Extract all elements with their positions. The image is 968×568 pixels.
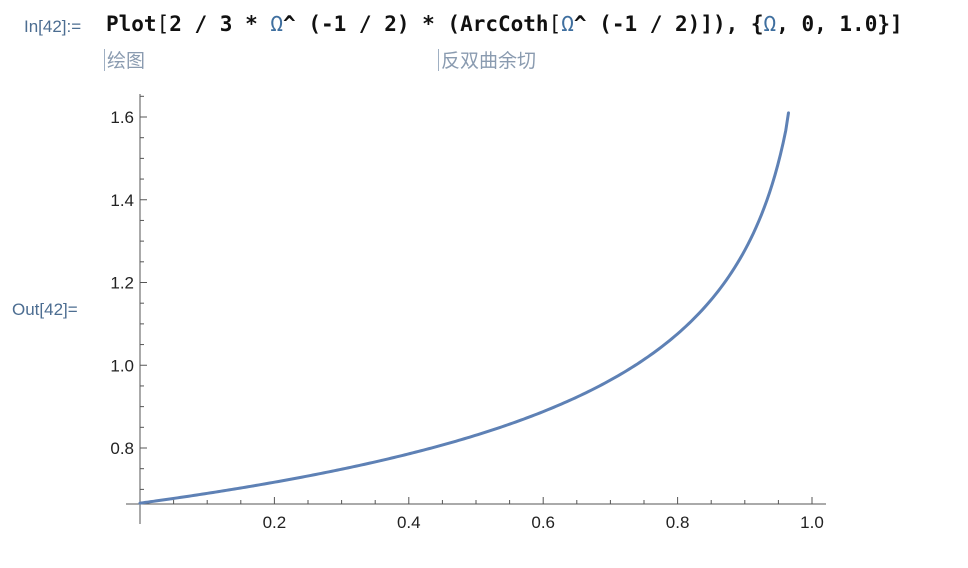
plot-function-name: Plot [106, 12, 157, 36]
y-tick-label: 1.4 [110, 191, 134, 210]
y-tick-label: 1.2 [110, 274, 134, 293]
y-tick-label: 1.6 [110, 108, 134, 127]
x-tick-label: 0.8 [666, 513, 690, 532]
y-tick-label: 1.0 [110, 356, 134, 375]
bracket-open: [ [156, 12, 170, 36]
omega-symbol-2: Ω [561, 12, 574, 36]
coefficient-text: 2 / 3 * [169, 12, 271, 36]
omega-symbol-1: Ω [270, 12, 284, 36]
power-text-2: ^ (-1 / 2)]), { [573, 12, 764, 36]
x-tick-label: 1.0 [800, 513, 824, 532]
input-cell-label: In[42]:= [24, 17, 82, 36]
output-cell-label: Out[42]= [12, 300, 78, 319]
plot-hint-tooltip: 绘图 [104, 46, 145, 73]
x-tick-label: 0.2 [263, 513, 287, 532]
bracket-open-2: [ [548, 12, 562, 36]
y-tick-label: 0.8 [110, 439, 134, 458]
input-expression[interactable]: Plot[2 / 3 * Ω^ (-1 / 2) * (ArcCoth[Ω^ (… [106, 12, 903, 36]
power-text-1: ^ (-1 / 2) * ( [283, 12, 461, 36]
omega-symbol-3: Ω [763, 12, 777, 36]
function-curve [138, 111, 790, 505]
x-tick-label: 0.6 [531, 513, 555, 532]
arccoth-hint-tooltip: 反双曲余切 [438, 46, 536, 73]
range-text: , 0, 1.0}] [776, 12, 903, 36]
arccoth-function-name: ArcCoth [460, 12, 549, 36]
x-tick-label: 0.4 [397, 513, 421, 532]
